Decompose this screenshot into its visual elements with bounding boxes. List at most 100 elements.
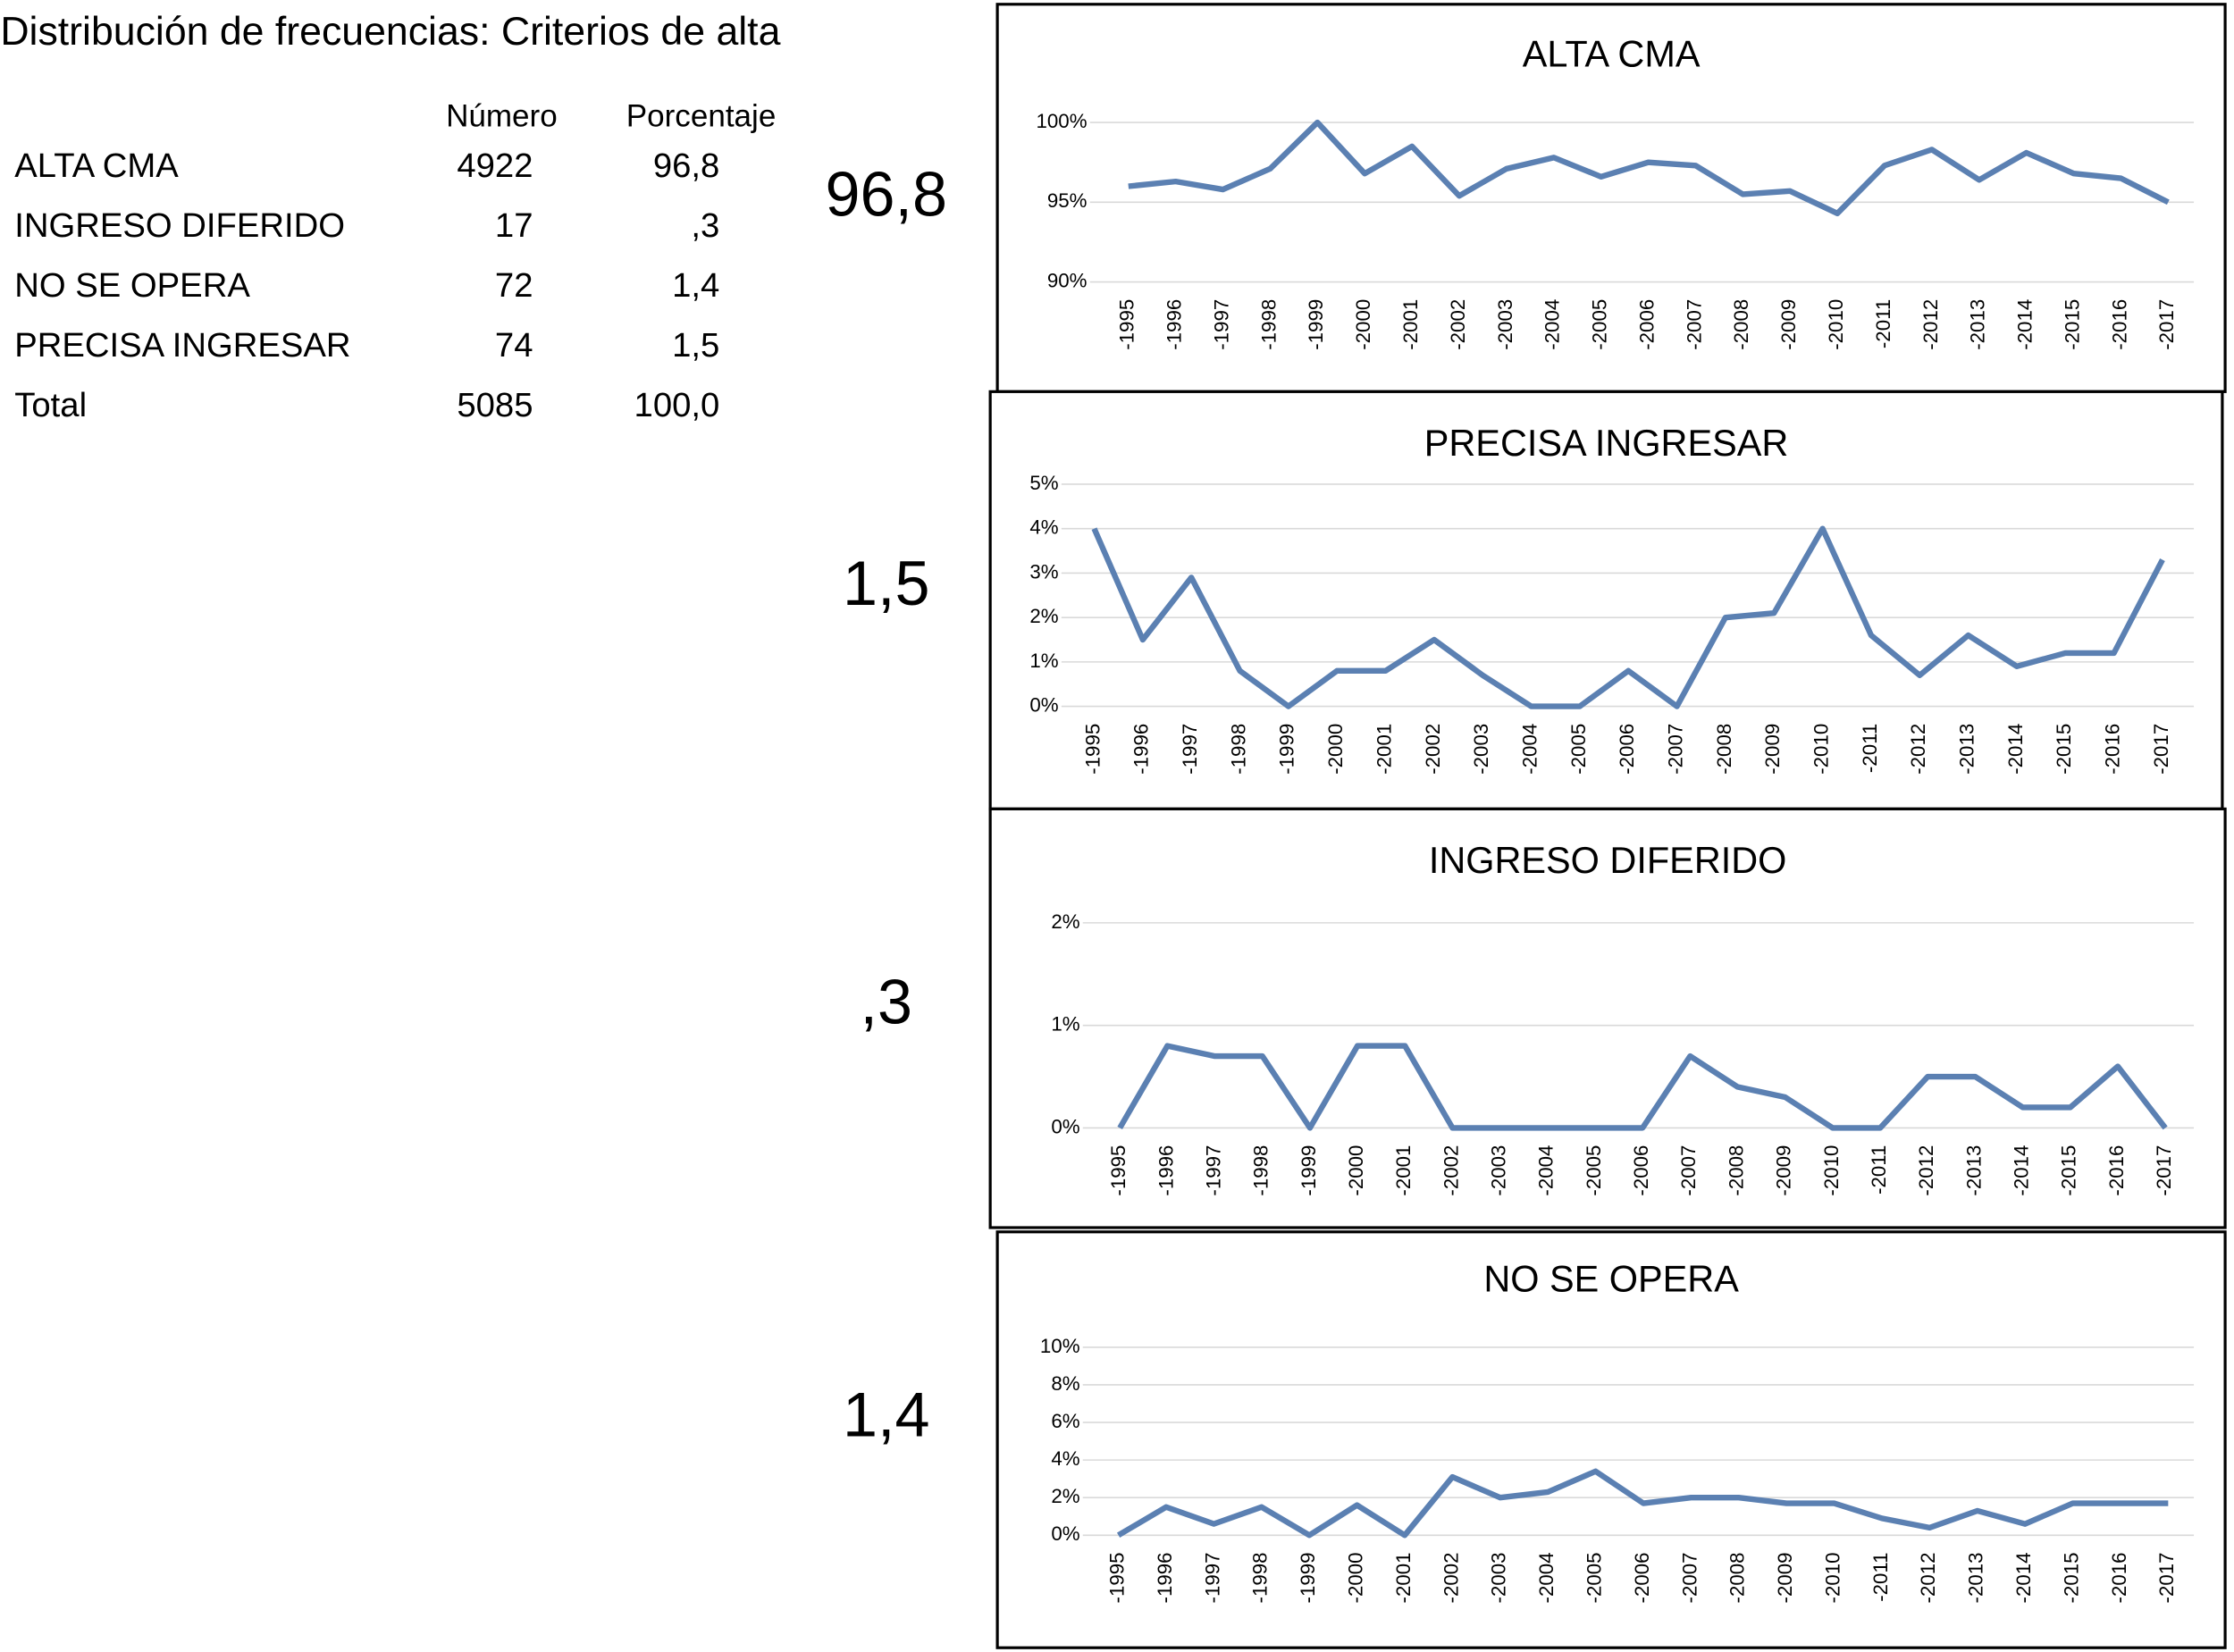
x-tick-label: -1997 <box>1210 299 1232 350</box>
x-tick-label: -2006 <box>1631 1552 1653 1603</box>
x-tick-label: -2005 <box>1583 1552 1605 1603</box>
x-tick-label: -1995 <box>1081 724 1104 775</box>
row-label: NO SE OPERA <box>14 266 250 305</box>
x-tick-label: -2001 <box>1373 724 1395 775</box>
y-tick-label: 6% <box>1051 1410 1079 1432</box>
table-cell: 1,4 <box>672 266 719 305</box>
data-line <box>1128 119 2170 217</box>
x-tick-label: -1999 <box>1276 724 1298 775</box>
x-tick-label: -2016 <box>2108 1552 2130 1603</box>
data-line <box>1091 525 2165 709</box>
x-tick-label: -2015 <box>2060 1552 2082 1603</box>
table-cell: 96,8 <box>653 147 719 185</box>
x-tick-label: -2006 <box>1635 299 1658 350</box>
y-tick-label: 0% <box>1029 693 1058 716</box>
x-tick-label: -1998 <box>1257 299 1280 350</box>
x-tick-label: -2010 <box>1825 299 1847 350</box>
x-tick-label: -2012 <box>1919 299 1942 350</box>
y-tick-label: 5% <box>1029 472 1058 494</box>
table-cell: 72 <box>495 266 533 305</box>
x-tick-label: -2015 <box>2058 1145 2080 1196</box>
x-tick-label: -1998 <box>1250 1145 1272 1196</box>
x-tick-label: -2001 <box>1392 1145 1415 1196</box>
x-tick-label: -2007 <box>1677 1145 1700 1196</box>
x-tick-label: -2004 <box>1541 299 1564 350</box>
x-tick-label: -2006 <box>1616 724 1638 775</box>
x-tick-label: -2007 <box>1664 724 1686 775</box>
x-tick-label: -2014 <box>2011 1145 2033 1196</box>
x-tick-label: -2000 <box>1345 1145 1367 1196</box>
table-cell: 100,0 <box>634 386 720 424</box>
data-line <box>1116 1468 2169 1539</box>
x-tick-label: -2004 <box>1535 1145 1558 1196</box>
x-tick-label: -2014 <box>2014 299 2037 350</box>
page-title: Distribución de frecuencias: Criterios d… <box>0 10 780 54</box>
x-tick-label: -2006 <box>1630 1145 1652 1196</box>
x-tick-label: -2005 <box>1567 724 1590 775</box>
row-label: PRECISA INGRESAR <box>14 326 350 365</box>
x-tick-label: -1997 <box>1202 1145 1224 1196</box>
data-line <box>1117 1043 2168 1131</box>
x-tick-label: -2011 <box>1872 299 1894 348</box>
table-cell: 1,5 <box>672 326 719 365</box>
x-tick-label: -1998 <box>1249 1552 1272 1603</box>
x-tick-label: -2010 <box>1810 724 1832 775</box>
chart-title: INGRESO DIFERIDO <box>1429 839 1787 881</box>
x-tick-label: -2007 <box>1678 1552 1701 1603</box>
table-cell: 17 <box>495 206 533 245</box>
x-tick-label: -2017 <box>2150 724 2172 775</box>
x-tick-label: -2015 <box>2061 299 2083 350</box>
x-tick-label: -2004 <box>1535 1552 1558 1603</box>
x-tick-label: -2009 <box>1774 1552 1796 1603</box>
column-header: Porcentaje <box>626 99 777 134</box>
x-tick-label: -2016 <box>2102 724 2124 775</box>
y-tick-label: 0% <box>1051 1115 1079 1137</box>
column-header: Número <box>446 99 558 134</box>
x-tick-label: -2014 <box>2004 724 2027 775</box>
x-tick-label: -1996 <box>1163 299 1186 350</box>
x-tick-label: -1996 <box>1130 724 1153 775</box>
x-tick-label: -2009 <box>1777 299 1800 350</box>
x-tick-label: -1996 <box>1155 1145 1177 1196</box>
x-tick-label: -2005 <box>1583 1145 1605 1196</box>
x-tick-label: -2011 <box>1868 1145 1890 1195</box>
x-tick-label: -2013 <box>1965 1552 1987 1603</box>
x-tick-label: -2016 <box>2108 299 2130 350</box>
x-tick-label: -1997 <box>1201 1552 1223 1603</box>
x-tick-label: -1999 <box>1305 299 1327 350</box>
y-tick-label: 1% <box>1051 1013 1079 1036</box>
side-label: 1,4 <box>843 1380 929 1450</box>
x-tick-label: -1996 <box>1154 1552 1176 1603</box>
y-tick-label: 4% <box>1029 516 1058 539</box>
y-tick-label: 0% <box>1051 1522 1079 1545</box>
x-tick-label: -2007 <box>1683 299 1705 350</box>
x-tick-label: -2000 <box>1352 299 1374 350</box>
y-tick-label: 1% <box>1029 650 1058 672</box>
x-tick-label: -1995 <box>1107 1145 1130 1196</box>
row-label: INGRESO DIFERIDO <box>14 206 345 245</box>
x-tick-label: -2005 <box>1589 299 1611 350</box>
y-tick-label: 2% <box>1029 605 1058 627</box>
table-cell: 5085 <box>457 386 533 424</box>
x-tick-label: -2011 <box>1869 1552 1892 1601</box>
table-cell: ,3 <box>691 206 719 245</box>
x-tick-label: -2015 <box>2053 724 2075 775</box>
x-tick-label: -2010 <box>1821 1552 1843 1603</box>
y-tick-label: 4% <box>1051 1447 1079 1470</box>
x-tick-label: -2002 <box>1447 299 1469 350</box>
x-tick-label: -2000 <box>1324 724 1347 775</box>
side-label: 96,8 <box>826 160 947 230</box>
x-tick-label: -2013 <box>1967 299 1989 350</box>
x-tick-label: -2003 <box>1494 299 1516 350</box>
x-tick-label: -2013 <box>1962 1145 1985 1196</box>
y-tick-label: 90% <box>1047 269 1088 291</box>
x-tick-label: -2002 <box>1440 1145 1462 1196</box>
x-tick-label: -2001 <box>1399 299 1422 350</box>
x-tick-label: -2017 <box>2155 299 2178 350</box>
x-tick-label: -1995 <box>1105 1552 1128 1603</box>
chart-title: PRECISA INGRESAR <box>1424 422 1789 464</box>
x-tick-label: -2000 <box>1344 1552 1366 1603</box>
x-tick-label: -2016 <box>2105 1145 2128 1196</box>
